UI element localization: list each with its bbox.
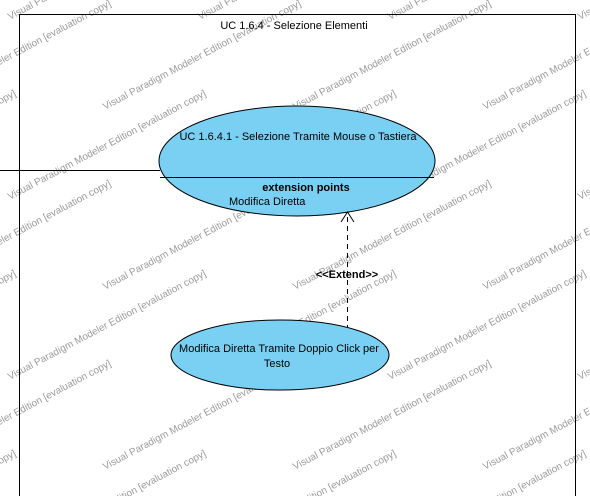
system-title: UC 1.6.4 - Selezione Elementi bbox=[220, 20, 367, 32]
watermark-text: Visual Paradigm Modeler Edition [evaluat… bbox=[576, 0, 590, 23]
watermark-text: Visual Paradigm Modeler Edition [evaluat… bbox=[576, 88, 590, 202]
use-case-main-name: UC 1.6.4.1 - Selezione Tramite Mouse o T… bbox=[179, 131, 417, 143]
watermark-text: Visual Paradigm Modeler Edition [evaluat… bbox=[0, 268, 18, 382]
system-boundary[interactable] bbox=[19, 14, 576, 496]
extend-stereotype-label: <<Extend>> bbox=[316, 269, 378, 281]
use-case-main-ellipse[interactable] bbox=[158, 105, 436, 217]
watermark-text: Visual Paradigm Modeler Edition [evaluat… bbox=[576, 268, 590, 382]
watermark-text: Visual Paradigm Modeler Edition [evaluat… bbox=[0, 448, 18, 496]
use-case-extending-ellipse[interactable] bbox=[170, 319, 390, 391]
use-case-extending-name-line1: Modifica Diretta Tramite Doppio Click pe… bbox=[179, 343, 379, 355]
watermark-text: Visual Paradigm Modeler Edition [evaluat… bbox=[0, 88, 18, 202]
extension-points-header: extension points bbox=[262, 182, 349, 194]
use-case-extending[interactable]: Modifica Diretta Tramite Doppio Click pe… bbox=[170, 319, 390, 391]
extension-point-item: Modifica Diretta bbox=[229, 196, 306, 208]
extend-relationship[interactable]: <<Extend>> bbox=[316, 211, 378, 330]
use-case-extending-name-line2: Testo bbox=[264, 358, 290, 370]
extend-arrowhead bbox=[340, 211, 355, 223]
use-case-main[interactable]: UC 1.6.4.1 - Selezione Tramite Mouse o T… bbox=[158, 105, 436, 217]
